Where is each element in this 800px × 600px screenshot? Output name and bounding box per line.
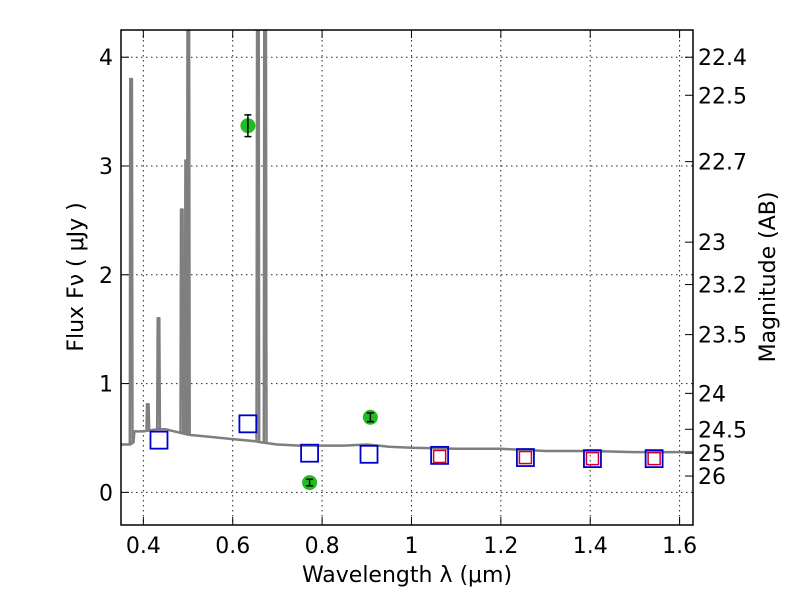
spectrum-layer: [121, 30, 693, 454]
right-tick-label: 25: [698, 442, 726, 467]
right-tick-label: 22.5: [698, 84, 747, 109]
x-tick-label: 1.6: [662, 534, 697, 559]
right-tick-label: 22.4: [698, 46, 747, 71]
model-point-red: [518, 450, 533, 465]
model-point-red: [432, 449, 447, 464]
model-point-blue: [238, 414, 258, 434]
right-tick-label: 24: [698, 382, 726, 407]
model-point-blue: [430, 445, 450, 465]
y-tick-label: 2: [99, 264, 113, 289]
emission-line: [255, 30, 261, 442]
right-tick-label: 22.7: [698, 151, 747, 176]
emission-line: [185, 30, 191, 435]
model-point-blue: [516, 448, 535, 467]
model-point-blue: [149, 430, 169, 450]
model-point-red: [585, 451, 600, 466]
model-point-blue: [359, 444, 379, 464]
right-tick-label: 23.2: [698, 274, 747, 299]
model-point-blue: [583, 449, 602, 469]
right-tick-label: 26: [698, 465, 726, 490]
emission-line: [179, 208, 185, 434]
y-tick-label: 1: [99, 373, 113, 398]
emission-line: [128, 77, 134, 444]
right-axis-label: Magnitude (AB): [756, 192, 781, 363]
x-axis-label: Wavelength λ (μm): [302, 563, 512, 588]
model-point-red: [647, 451, 661, 466]
y-tick-label: 3: [99, 155, 113, 180]
right-tick-label: 23: [698, 231, 726, 256]
x-tick-label: 0.4: [126, 534, 161, 559]
emission-line: [155, 317, 162, 430]
model-point-blue: [644, 449, 664, 469]
plot-frame: [120, 29, 694, 526]
x-tick-label: 0.6: [215, 534, 250, 559]
y-tick-label: 4: [99, 46, 113, 71]
x-tick-label: 1.2: [483, 534, 518, 559]
right-tick-label: 23.5: [698, 324, 747, 349]
y-tick-label: 0: [99, 481, 113, 506]
emission-line: [145, 402, 151, 431]
grid-lines: [121, 30, 693, 525]
x-tick-label: 1: [404, 534, 418, 559]
x-tick-label: 0.8: [305, 534, 340, 559]
model-point-blue: [300, 443, 319, 463]
emission-line: [262, 30, 268, 443]
right-tick-label: 24.5: [698, 418, 747, 443]
points-layer: [149, 114, 664, 491]
spectrum-line: [121, 428, 693, 454]
y-axis-label: Flux Fν ( μJy ): [64, 202, 89, 351]
x-tick-label: 1.4: [573, 534, 608, 559]
plot-background: [121, 30, 693, 525]
